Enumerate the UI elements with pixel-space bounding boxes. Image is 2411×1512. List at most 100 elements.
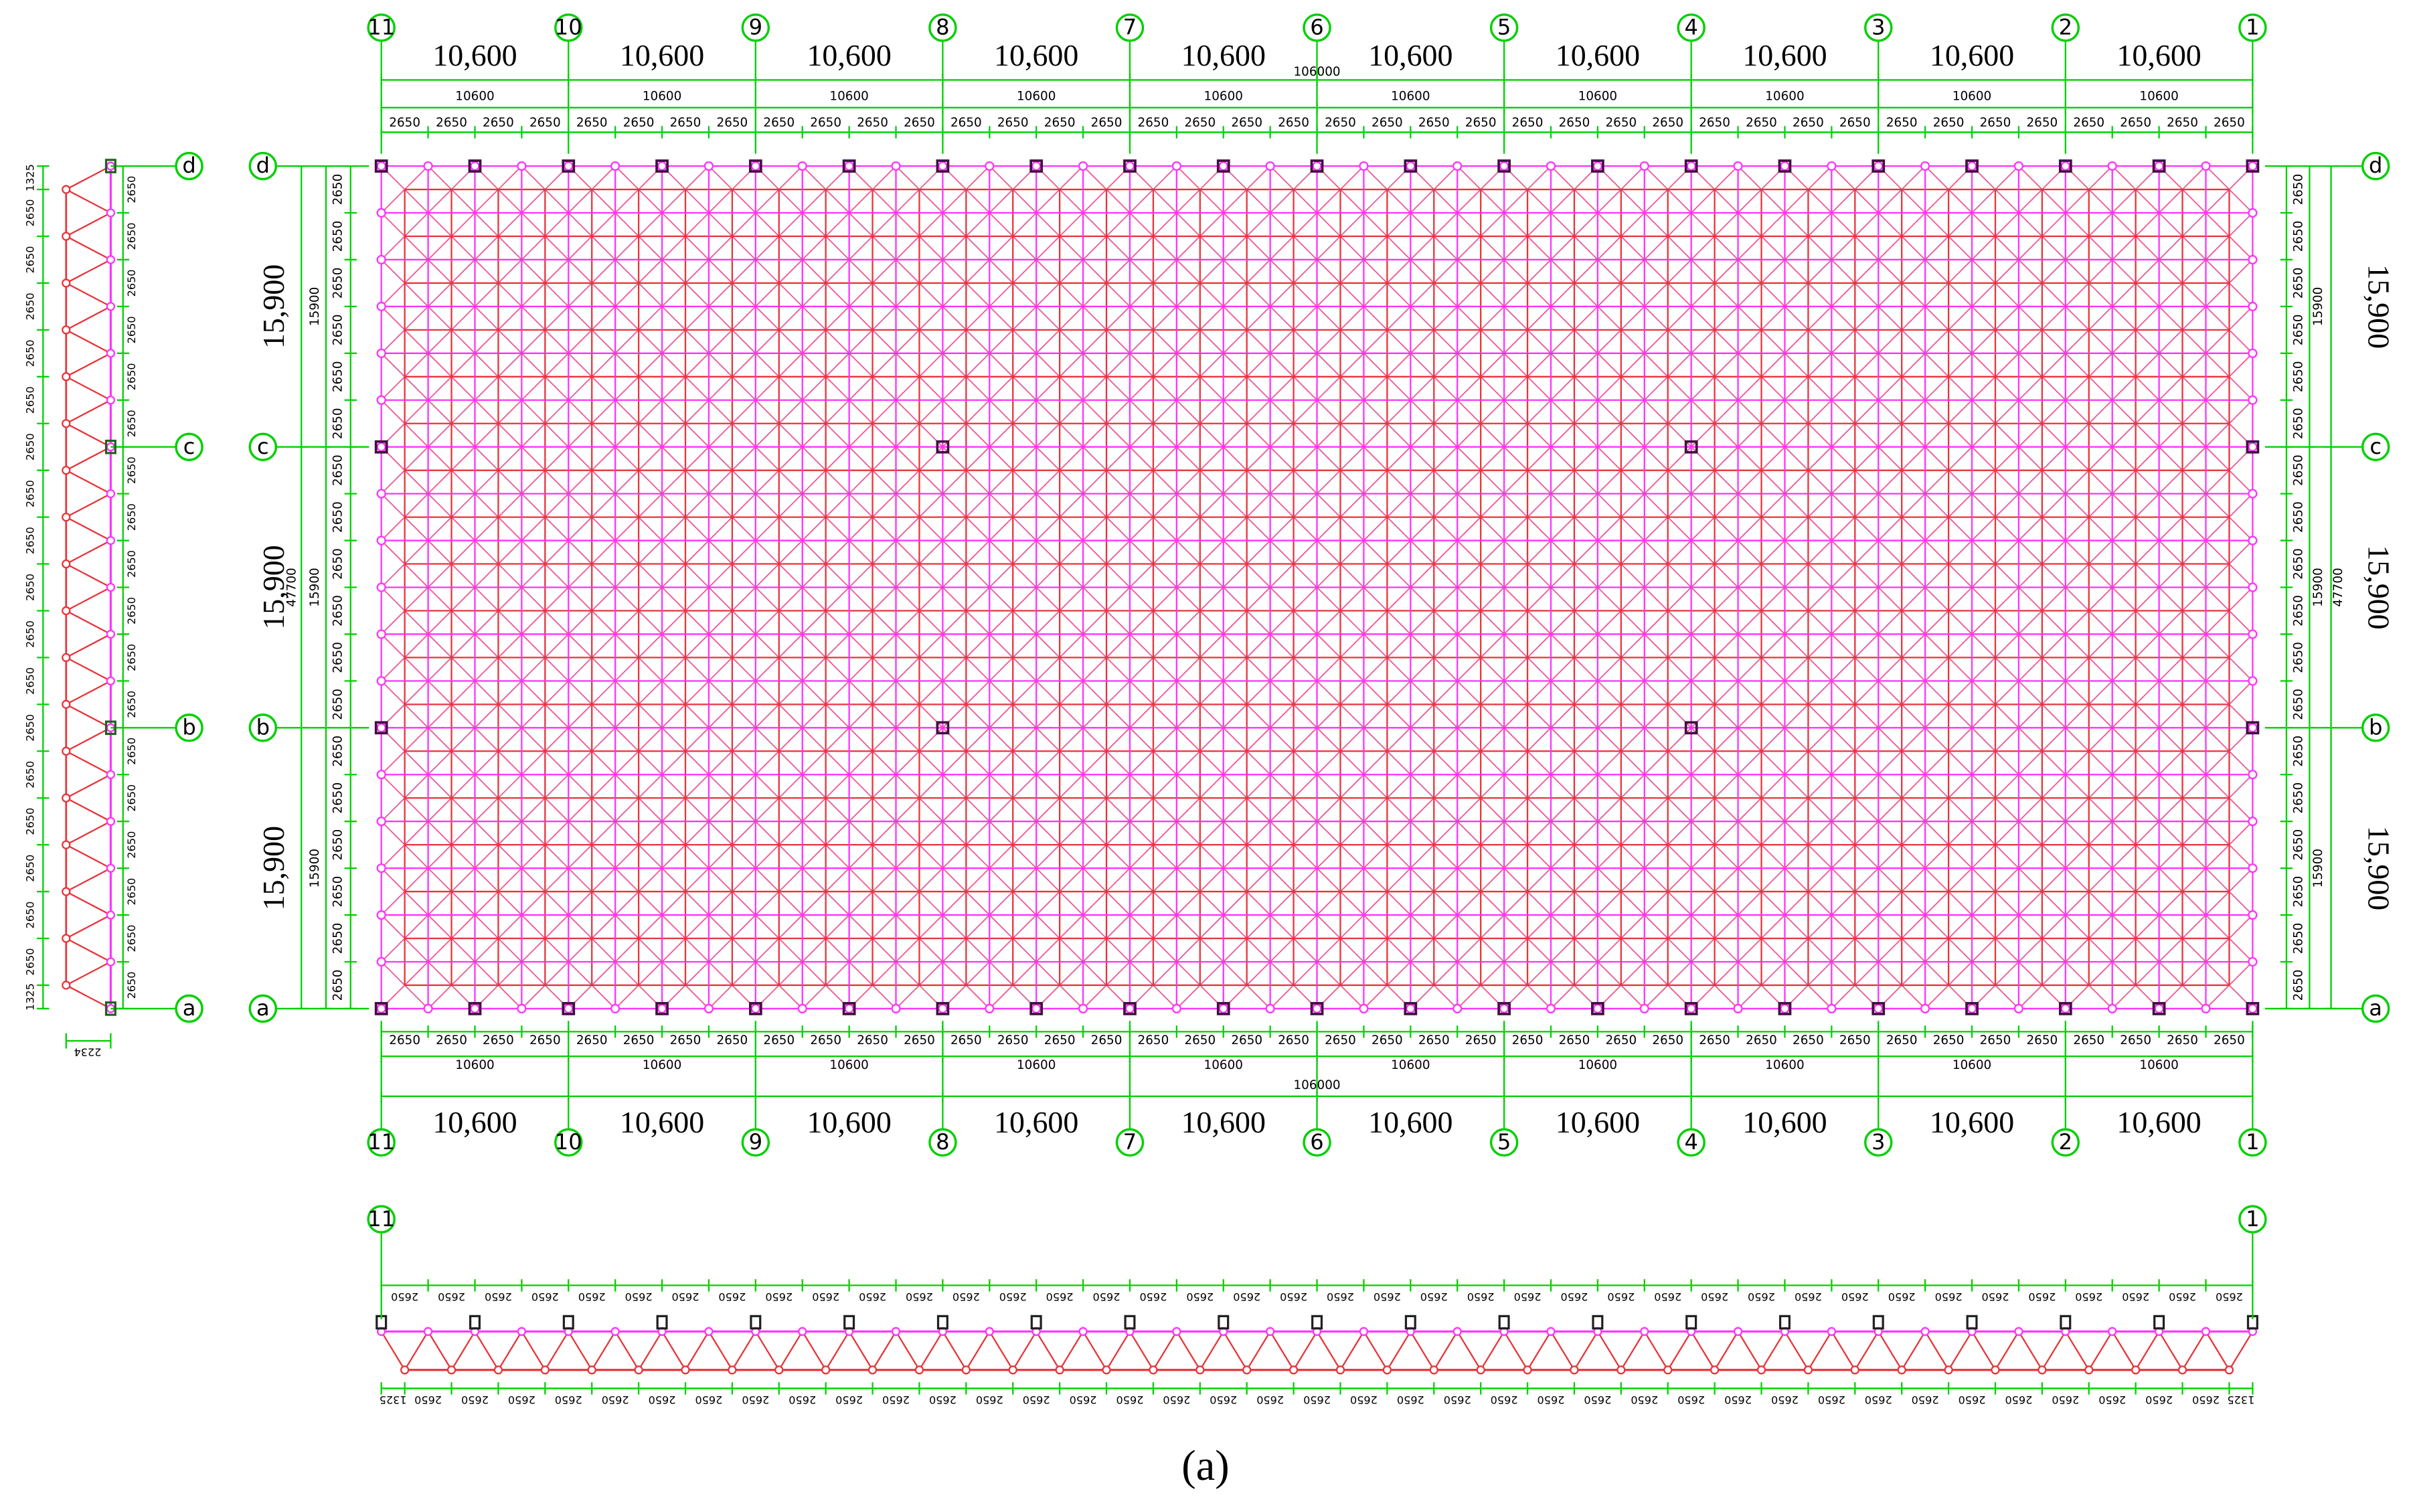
axis-label: d bbox=[256, 153, 270, 178]
bay-dim: 2650 bbox=[391, 1290, 418, 1303]
major-dim: 10,600 bbox=[1930, 38, 2014, 72]
bay-dim: 2650 bbox=[1046, 1290, 1074, 1303]
bay-dim: 2650 bbox=[125, 925, 138, 952]
node bbox=[610, 1327, 620, 1336]
bay-dim: 2650 bbox=[1559, 116, 1590, 130]
major-dim: 10,600 bbox=[994, 38, 1078, 72]
bay-dim: 2650 bbox=[1327, 1290, 1354, 1303]
bay-dim: 2650 bbox=[1231, 1033, 1262, 1047]
bay-dim: 2650 bbox=[23, 386, 36, 414]
bay-dim: 2650 bbox=[331, 221, 345, 252]
bay-dim: 2650 bbox=[125, 269, 138, 297]
node bbox=[517, 1003, 527, 1014]
node bbox=[540, 1365, 550, 1375]
node bbox=[634, 1365, 643, 1375]
node bbox=[704, 1327, 714, 1336]
bay-dim: 2650 bbox=[1256, 1394, 1284, 1406]
node bbox=[867, 1365, 878, 1375]
bay-dim: 2650 bbox=[1559, 1033, 1590, 1047]
axis-bubble bbox=[741, 13, 770, 42]
node bbox=[62, 466, 71, 475]
axis-bubble bbox=[1489, 1128, 1519, 1157]
support bbox=[1404, 1315, 1416, 1330]
axis-label: 4 bbox=[1684, 14, 1697, 39]
node bbox=[2248, 956, 2258, 967]
node bbox=[106, 302, 116, 311]
bay-dim: 2650 bbox=[23, 948, 36, 976]
minor-dim: 15900 bbox=[2311, 568, 2325, 606]
support bbox=[1311, 1315, 1323, 1330]
bay-dim: 2650 bbox=[1839, 1033, 1871, 1047]
major-dim: 10,600 bbox=[807, 38, 891, 72]
bay-dim: 2650 bbox=[1560, 1290, 1588, 1303]
total-dim: 47700 bbox=[284, 568, 299, 606]
bay-dim: 2650 bbox=[23, 433, 36, 460]
node bbox=[610, 1003, 620, 1014]
bay-dim: 2650 bbox=[1886, 116, 1918, 130]
node bbox=[2014, 1327, 2023, 1336]
node bbox=[376, 770, 386, 780]
bay-dim: 2650 bbox=[389, 1033, 420, 1047]
bay-dim: 2650 bbox=[695, 1394, 722, 1406]
node bbox=[2084, 1365, 2094, 1375]
bay-dim: 2650 bbox=[125, 456, 138, 484]
bay-dim: 2650 bbox=[649, 1394, 676, 1406]
major-dim: 10,600 bbox=[2116, 1105, 2201, 1139]
node bbox=[2248, 676, 2258, 686]
bay-dim: 2650 bbox=[2291, 970, 2305, 1001]
node bbox=[106, 582, 116, 592]
bay-dim: 2650 bbox=[1138, 1033, 1169, 1047]
node bbox=[376, 301, 386, 312]
node bbox=[423, 161, 433, 171]
support bbox=[936, 159, 950, 173]
bay-dim: 2650 bbox=[1886, 1033, 1918, 1047]
bay-dim: 2650 bbox=[1724, 1394, 1752, 1406]
node bbox=[1640, 1327, 1649, 1336]
bay-dim: 2650 bbox=[976, 1394, 1003, 1406]
bay-dim: 2650 bbox=[331, 361, 345, 392]
support bbox=[1872, 159, 1886, 173]
support bbox=[2153, 1315, 2165, 1330]
axis-bubble bbox=[175, 151, 203, 181]
top-chord-grid bbox=[380, 165, 2254, 1010]
node bbox=[2060, 1003, 2070, 1014]
bay-dim: 2650 bbox=[1303, 1394, 1331, 1406]
bay-dim: 2650 bbox=[1652, 1033, 1683, 1047]
axis-label: 3 bbox=[1872, 14, 1885, 39]
bay-dim: 2650 bbox=[623, 116, 655, 130]
support bbox=[1310, 1002, 1324, 1015]
node bbox=[610, 161, 620, 171]
axis-bubble bbox=[1115, 1128, 1145, 1157]
bay-dim: 2650 bbox=[2291, 548, 2305, 580]
node bbox=[1382, 1365, 1392, 1375]
bay-dim: 1325 bbox=[23, 164, 36, 191]
major-dim: 10,600 bbox=[432, 38, 517, 72]
bay-dim: 2650 bbox=[1116, 1394, 1144, 1406]
node bbox=[2201, 1327, 2211, 1336]
node bbox=[106, 817, 116, 826]
axis-label: b bbox=[256, 714, 270, 740]
node bbox=[62, 746, 71, 756]
bay-dim: 2650 bbox=[1677, 1394, 1705, 1406]
depth-dim: 2234 bbox=[74, 1046, 101, 1059]
bay-dim: 2650 bbox=[1537, 1394, 1565, 1406]
bay-dim: 2650 bbox=[125, 738, 138, 765]
bay-dim: 2650 bbox=[1231, 116, 1262, 130]
bay-dim: 2650 bbox=[2291, 221, 2305, 252]
support bbox=[374, 159, 388, 173]
bay-dim: 2650 bbox=[929, 1394, 957, 1406]
node bbox=[2248, 723, 2258, 733]
bay-dim: 2650 bbox=[2216, 1290, 2243, 1303]
support bbox=[656, 1315, 668, 1330]
support bbox=[2152, 159, 2166, 173]
node bbox=[2013, 1003, 2024, 1014]
support bbox=[2246, 1002, 2260, 1015]
node bbox=[1592, 1003, 1603, 1014]
major-dim: 10,600 bbox=[620, 38, 704, 72]
support bbox=[104, 159, 116, 173]
node bbox=[1499, 161, 1509, 171]
minor-dim: 15900 bbox=[2311, 287, 2325, 326]
bay-dim: 2650 bbox=[125, 503, 138, 531]
node bbox=[1195, 1365, 1205, 1375]
minor-dim: 10600 bbox=[1017, 1058, 1056, 1072]
